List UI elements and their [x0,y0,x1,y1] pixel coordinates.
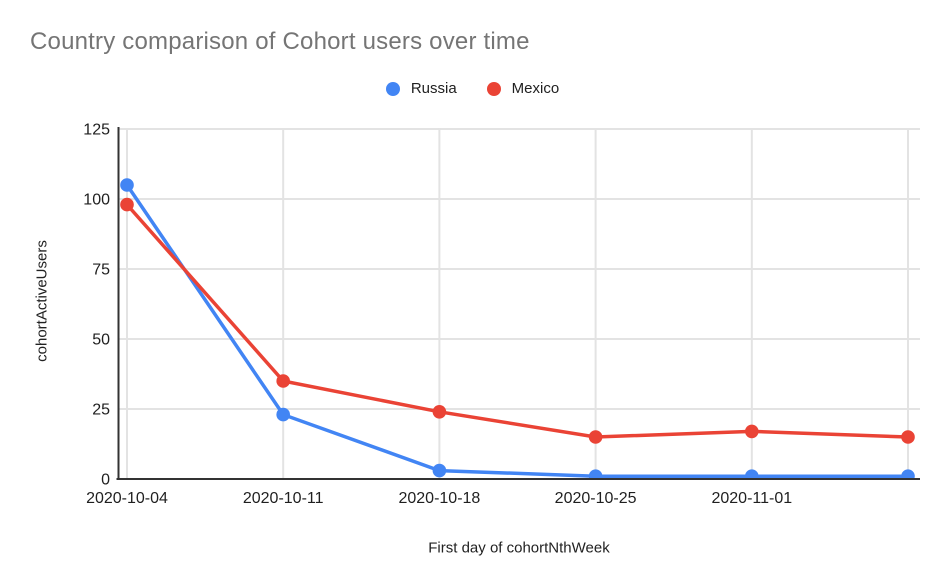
legend-dot-mexico [486,81,501,96]
x-tick-label-2020-10-25: 2020-10-25 [555,490,637,507]
data-point-mexico-1 [276,374,291,388]
series-line-russia [125,184,908,478]
data-point-mexico-3 [588,430,603,444]
data-point-russia-5 [901,469,915,480]
x-tick-label-2020-11-01: 2020-11-01 [711,490,792,507]
x-tick-label-2020-10-11: 2020-10-11 [243,490,324,507]
y-axis-title: cohortActiveUsers [33,240,51,362]
y-tick-label-25: 25 [92,402,110,419]
data-point-russia-2 [432,463,447,478]
legend-label: Russia [410,80,457,97]
data-point-russia-3 [588,469,603,480]
y-tick-label-0: 0 [101,472,110,489]
data-point-mexico-0 [120,197,134,212]
chart-title: Country comparison of Cohort users over … [30,28,530,55]
chart-legend: Russia Mexico [0,80,945,97]
data-point-russia-0 [120,178,134,192]
x-tick-label-2020-10-18: 2020-10-18 [398,490,480,507]
data-point-russia-4 [745,469,759,480]
legend-item-russia: Russia [385,80,457,97]
data-point-mexico-2 [432,405,447,419]
x-tick-label-2020-10-04: 2020-10-04 [86,490,168,507]
data-point-mexico-5 [901,430,915,444]
data-point-russia-1 [276,407,291,422]
x-axis-title: First day of cohortNthWeek [428,539,610,557]
y-tick-label-50: 50 [92,332,110,349]
y-tick-label-100: 100 [83,192,110,209]
series-line-mexico [125,203,909,439]
y-tick-label-125: 125 [83,122,110,139]
data-point-mexico-4 [745,424,759,439]
series-group [120,178,915,480]
y-tick-label-75: 75 [92,262,110,279]
legend-label: Mexico [511,80,560,97]
legend-item-mexico: Mexico [486,80,560,97]
legend-dot-russia [385,81,400,96]
